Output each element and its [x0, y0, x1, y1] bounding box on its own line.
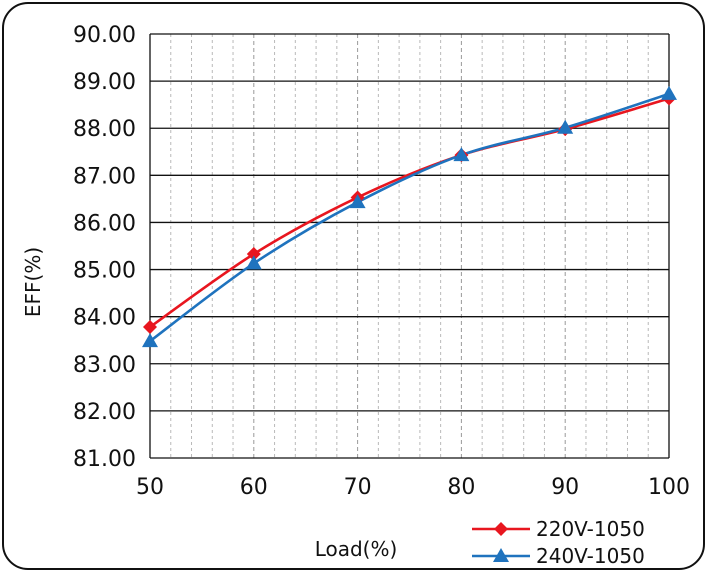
x-tick-label: 50	[136, 475, 164, 500]
y-tick-label: 86.00	[73, 211, 136, 236]
legend-entry: 220V-1050	[472, 517, 645, 541]
series-240V-1050	[149, 92, 670, 343]
y-tick-label: 87.00	[73, 164, 136, 189]
minor-gridlines	[170, 34, 649, 458]
series-layer	[142, 85, 677, 348]
data-point	[557, 119, 574, 134]
y-tick-label: 81.00	[73, 447, 136, 472]
data-point	[349, 194, 366, 209]
x-axis-ticks: 50 60 70 80 90 100	[136, 475, 690, 500]
data-point	[143, 320, 157, 335]
data-point	[245, 255, 262, 270]
x-axis-label: Load(%)	[315, 537, 398, 561]
series-line	[149, 97, 670, 329]
x-tick-label: 80	[447, 475, 475, 500]
legend-marker	[494, 522, 508, 536]
data-point	[142, 333, 158, 348]
data-point	[453, 147, 470, 162]
major-gridlines	[149, 33, 670, 459]
legend-label: 240V-1050	[536, 544, 645, 568]
data-point	[246, 247, 261, 262]
y-tick-label: 82.00	[73, 400, 136, 425]
data-point	[661, 85, 677, 100]
series-markers-240V-1050	[142, 85, 677, 348]
y-tick-label: 89.00	[73, 70, 136, 95]
series-line	[149, 92, 670, 343]
y-tick-label: 85.00	[73, 259, 136, 284]
y-axis-ticks: 81.00 82.00 83.00 84.00 85.00 86.00 87.00 88.00…	[73, 23, 136, 472]
x-tick-label: 70	[344, 475, 372, 500]
y-tick-label: 90.00	[73, 23, 136, 48]
y-axis-label: EFF(%)	[21, 247, 45, 317]
legend-marker	[493, 548, 509, 562]
y-tick-label: 88.00	[73, 117, 136, 142]
y-tick-label: 84.00	[73, 306, 136, 331]
x-tick-label: 60	[240, 475, 268, 500]
y-tick-label: 83.00	[73, 353, 136, 378]
x-tick-label: 90	[551, 475, 579, 500]
legend: 220V-1050 240V-1050	[472, 517, 645, 568]
x-tick-label: 100	[648, 475, 690, 500]
legend-label: 220V-1050	[536, 517, 645, 541]
legend-entry: 240V-1050	[472, 544, 645, 568]
series-220V-1050	[149, 97, 670, 329]
